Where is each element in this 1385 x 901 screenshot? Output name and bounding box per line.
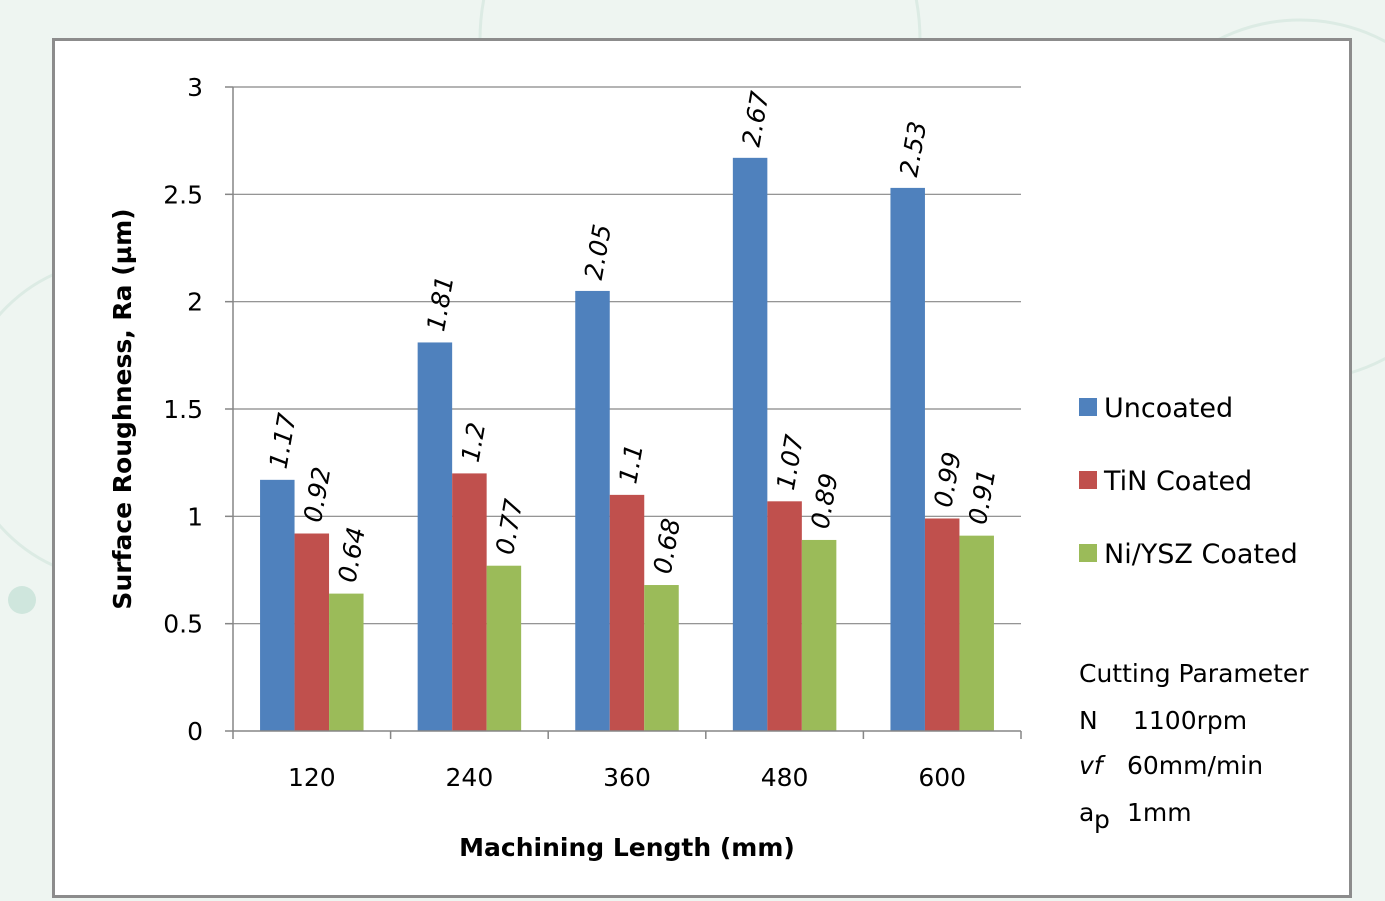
bars xyxy=(260,157,994,732)
bar xyxy=(767,501,802,731)
x-tick-label: 600 xyxy=(918,763,966,792)
bar-value-label: 1.2 xyxy=(456,420,491,464)
bar-value-label: 2.67 xyxy=(736,89,774,149)
bar-value-label: 0.92 xyxy=(298,465,336,525)
bar-value-label: 0.89 xyxy=(805,471,843,531)
bar-value-label: 0.68 xyxy=(648,516,686,576)
bar xyxy=(609,494,645,731)
bar xyxy=(801,539,837,731)
bar-value-label: 0.91 xyxy=(963,467,1001,527)
y-tick-label: 1.5 xyxy=(163,395,203,424)
bar-value-label: 0.64 xyxy=(333,525,371,585)
y-tick-label: 2 xyxy=(187,288,203,317)
bar xyxy=(260,479,295,731)
bar-value-label: 1.17 xyxy=(264,411,302,471)
bar xyxy=(452,473,487,731)
x-tick-label: 480 xyxy=(761,763,809,792)
parameter-vf-symbol: vf xyxy=(1079,751,1106,780)
bar xyxy=(486,565,522,731)
parameter-n-symbol: N xyxy=(1079,706,1098,735)
bar xyxy=(417,342,453,731)
legend-swatch xyxy=(1079,398,1097,416)
y-tick-label: 2.5 xyxy=(163,180,203,209)
parameter-ap-value: 1mm xyxy=(1127,798,1192,827)
bar xyxy=(924,518,960,731)
bar xyxy=(644,585,679,731)
bar-value-label: 2.05 xyxy=(579,222,617,282)
x-axis-title: Machining Length (mm) xyxy=(459,833,795,862)
bar-value-label: 2.53 xyxy=(894,119,932,179)
bar-value-label: 1.81 xyxy=(421,274,459,334)
legend-item-label: TiN Coated xyxy=(1103,466,1252,497)
bar xyxy=(732,157,768,732)
y-tick-label: 3 xyxy=(187,73,203,102)
legend-item-label: Uncoated xyxy=(1104,393,1233,424)
parameter-n-value: 1100rpm xyxy=(1133,706,1247,735)
cutting-parameter-block: Cutting Parameter N 1100rpm vf 60mm/min … xyxy=(1079,659,1309,834)
legend-item-label: Ni/YSZ Coated xyxy=(1104,539,1298,570)
y-axis-title: Surface Roughness, Ra (µm) xyxy=(108,208,137,609)
chart-frame: 0 0.5 1 1.5 2 2.5 3 120 240 360 480 600 1.17 0.92 0.… xyxy=(52,38,1352,898)
bar-value-label: 0.77 xyxy=(490,497,528,557)
bar-value-label: 0.99 xyxy=(929,450,967,510)
y-tick-labels: 0 0.5 1 1.5 2 2.5 3 xyxy=(163,73,233,746)
bar xyxy=(575,290,610,731)
bar-value-label: 1.07 xyxy=(771,432,809,492)
bar xyxy=(890,187,925,732)
parameter-title: Cutting Parameter xyxy=(1079,659,1309,688)
x-tick-label: 240 xyxy=(446,763,494,792)
y-tick-label: 1 xyxy=(187,502,203,531)
bar xyxy=(294,533,330,731)
bar xyxy=(959,535,994,731)
bar xyxy=(329,593,364,731)
x-tick-label: 120 xyxy=(288,763,336,792)
parameter-vf-value: 60mm/min xyxy=(1127,751,1263,780)
legend-swatch xyxy=(1079,544,1097,562)
parameter-ap-subscript: p xyxy=(1094,805,1110,834)
legend-swatch xyxy=(1079,471,1097,489)
x-tick-labels: 120 240 360 480 600 xyxy=(232,731,1022,792)
legend: Uncoated TiN Coated Ni/YSZ Coated xyxy=(1079,393,1298,570)
x-tick-label: 360 xyxy=(603,763,651,792)
y-tick-label: 0 xyxy=(187,717,203,746)
y-tick-label: 0.5 xyxy=(163,610,203,639)
bar-value-label: 1.1 xyxy=(613,442,648,486)
bar-chart: 00.511.522.53 120 240 360 480 600 1.170.920.… xyxy=(108,73,1309,862)
parameter-ap-symbol: a xyxy=(1079,798,1094,827)
